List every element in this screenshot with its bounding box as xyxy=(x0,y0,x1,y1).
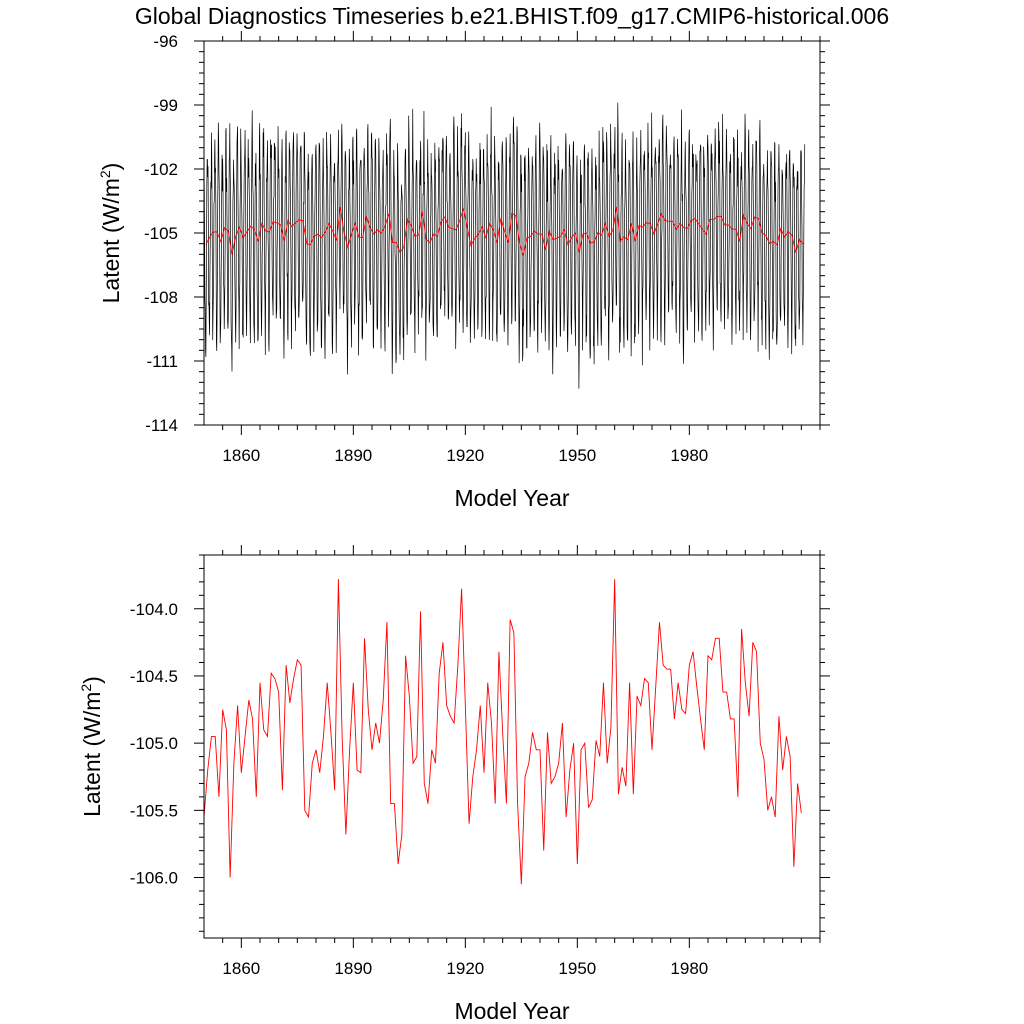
y-tick-label: -105.0 xyxy=(130,734,178,753)
y-tick-label: -105 xyxy=(144,224,178,243)
y-tick-label: -104.5 xyxy=(130,667,178,686)
y-tick-label: -106.0 xyxy=(130,869,178,888)
y-tick-label: -111 xyxy=(146,352,178,371)
top-panel-monthly-and-annual: 1860 1890 1920 1950 1980 -114 -111 -108 -105 -102… xyxy=(97,31,830,511)
x-tick-label: 1980 xyxy=(670,959,708,978)
x-axis-label: Model Year xyxy=(454,485,569,511)
y-tick-label: -96 xyxy=(153,32,178,51)
x-tick-label: 1950 xyxy=(558,446,596,465)
x-tick-label: 1920 xyxy=(446,446,484,465)
x-axis-label: Model Year xyxy=(454,998,569,1024)
x-tick-label: 1860 xyxy=(222,959,260,978)
series-monthly-line xyxy=(204,102,806,389)
plot-frame xyxy=(203,554,821,939)
y-tick-label: -108 xyxy=(144,288,178,307)
y-tick-label: -99 xyxy=(153,96,178,115)
y-tick-label: -114 xyxy=(145,416,178,435)
y-axis-label: Latent (W/m2) xyxy=(97,163,124,304)
figure-title: Global Diagnostics Timeseries b.e21.BHIS… xyxy=(135,3,889,29)
y-tick-label: -102 xyxy=(144,160,178,179)
series-annual-line xyxy=(204,579,802,885)
y-tick-label: -105.5 xyxy=(130,801,178,820)
y-tick-label: -104.0 xyxy=(130,600,178,619)
x-tick-label: 1890 xyxy=(334,959,372,978)
series-annual-line xyxy=(205,206,804,256)
x-tick-label: 1860 xyxy=(222,446,260,465)
bottom-panel-annual-mean: 1860 1890 1920 1950 1980 -106.0 -105.5 -105.0 -1… xyxy=(78,545,830,1024)
x-tick-label: 1950 xyxy=(558,959,596,978)
x-tick-label: 1980 xyxy=(670,446,708,465)
x-tick-label: 1890 xyxy=(334,446,372,465)
x-tick-label: 1920 xyxy=(446,959,484,978)
y-axis-label: Latent (W/m2) xyxy=(78,676,105,817)
